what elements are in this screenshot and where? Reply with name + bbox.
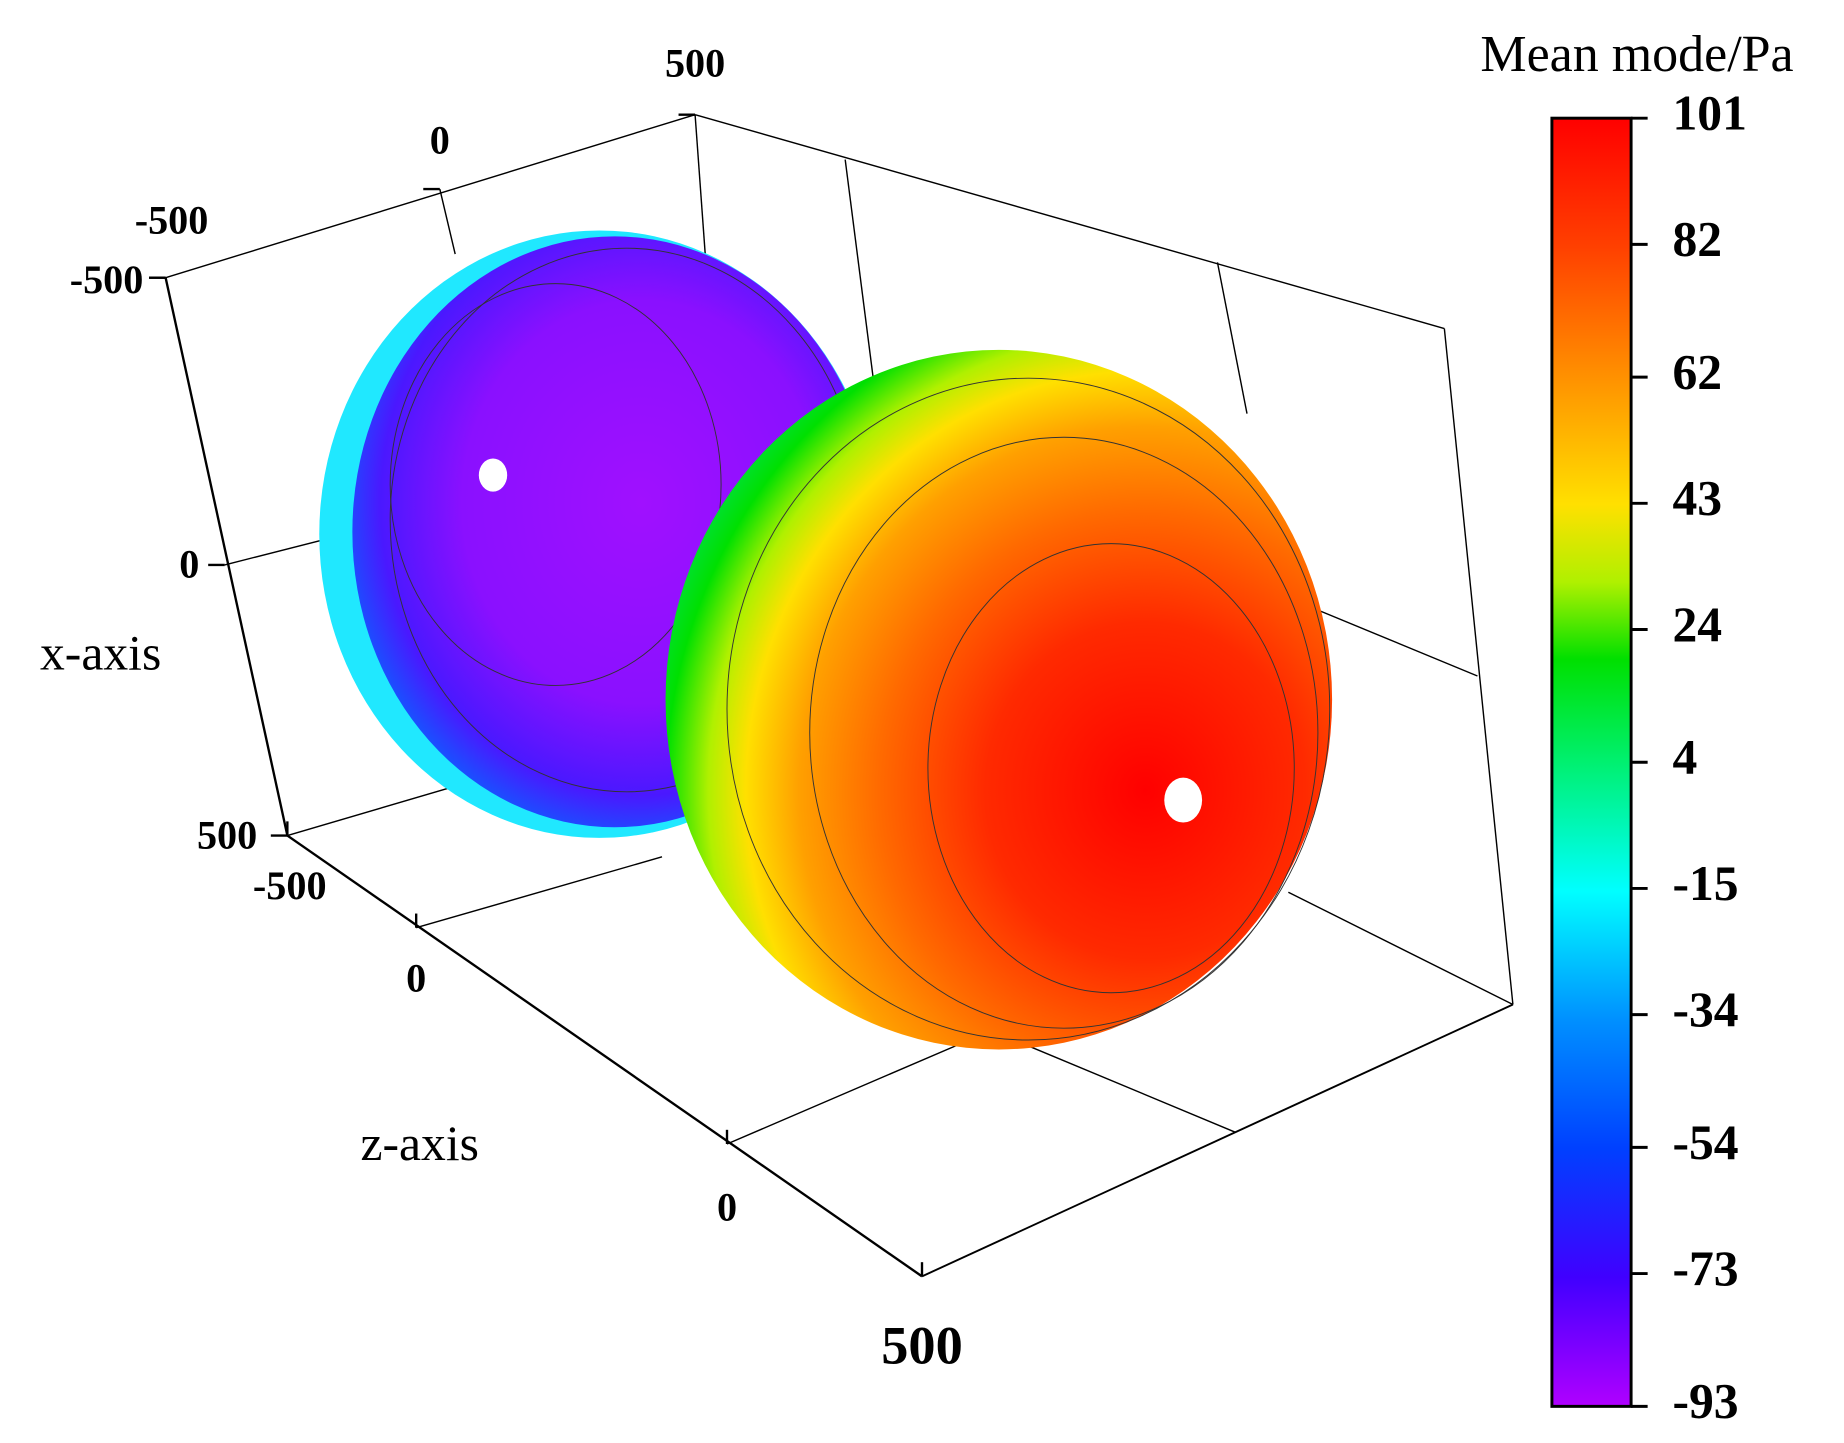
contour — [726, 377, 1331, 1041]
colorbar-tick-label: -93 — [1672, 1374, 1738, 1429]
grid-line — [1288, 891, 1514, 1006]
sphere-surface — [665, 349, 1333, 1050]
marker — [478, 458, 508, 492]
axis-line — [286, 834, 923, 1278]
box-edge — [694, 113, 1445, 330]
grid-line — [415, 856, 663, 929]
contour — [927, 543, 1295, 994]
contour — [809, 436, 1319, 1029]
box-edge — [165, 113, 696, 279]
box — [165, 113, 1514, 1278]
y-tick-label: -500 — [135, 198, 209, 243]
x-axis-label: x-axis — [40, 626, 161, 681]
contour — [389, 283, 722, 686]
right-sphere — [665, 349, 1333, 1050]
z-tick-label: -500 — [253, 863, 327, 908]
colorbar-tick-label: -73 — [1672, 1241, 1738, 1296]
colorbar-tick-label: -34 — [1672, 982, 1738, 1037]
grid-line — [844, 159, 876, 391]
colorbar-tick-label: 62 — [1672, 345, 1722, 400]
y-tick-label: 0 — [430, 117, 450, 162]
z-axis-label: z-axis — [360, 1116, 479, 1171]
z-tick-label: 0 — [406, 955, 426, 1000]
colorbar-tick-label: 43 — [1672, 471, 1722, 526]
x-tick-label: 0 — [179, 542, 199, 587]
colorbar-tick-label: 82 — [1672, 212, 1722, 267]
colorbar-title: Mean mode/Pa — [1480, 26, 1793, 83]
z-tick-label: 500 — [881, 1315, 963, 1375]
x-tick-label: 500 — [197, 812, 257, 857]
colorbar-tick-label: 101 — [1672, 86, 1746, 141]
contours — [726, 377, 1331, 1041]
grid-line — [1299, 602, 1478, 677]
colorbar-tick-label: -15 — [1672, 856, 1738, 911]
colorbar-tick-label: -54 — [1672, 1115, 1738, 1170]
grid-line — [726, 1039, 970, 1145]
front-axes — [164, 277, 923, 1278]
marker — [1164, 777, 1203, 823]
z-tick-label: 0 — [717, 1185, 737, 1230]
colorbar-tick-label: 4 — [1672, 730, 1697, 785]
axis-line — [164, 277, 289, 836]
y-tick-label: 500 — [665, 41, 725, 86]
box-edge — [1443, 328, 1514, 1005]
colorbar — [1550, 116, 1633, 1408]
x-tick-label: -500 — [70, 257, 144, 302]
box-edge — [921, 1003, 1514, 1278]
grid-line — [1028, 1045, 1236, 1133]
colorbar-tick-label: 24 — [1672, 597, 1722, 652]
grid-line — [1216, 262, 1248, 414]
grid-line — [439, 188, 456, 255]
